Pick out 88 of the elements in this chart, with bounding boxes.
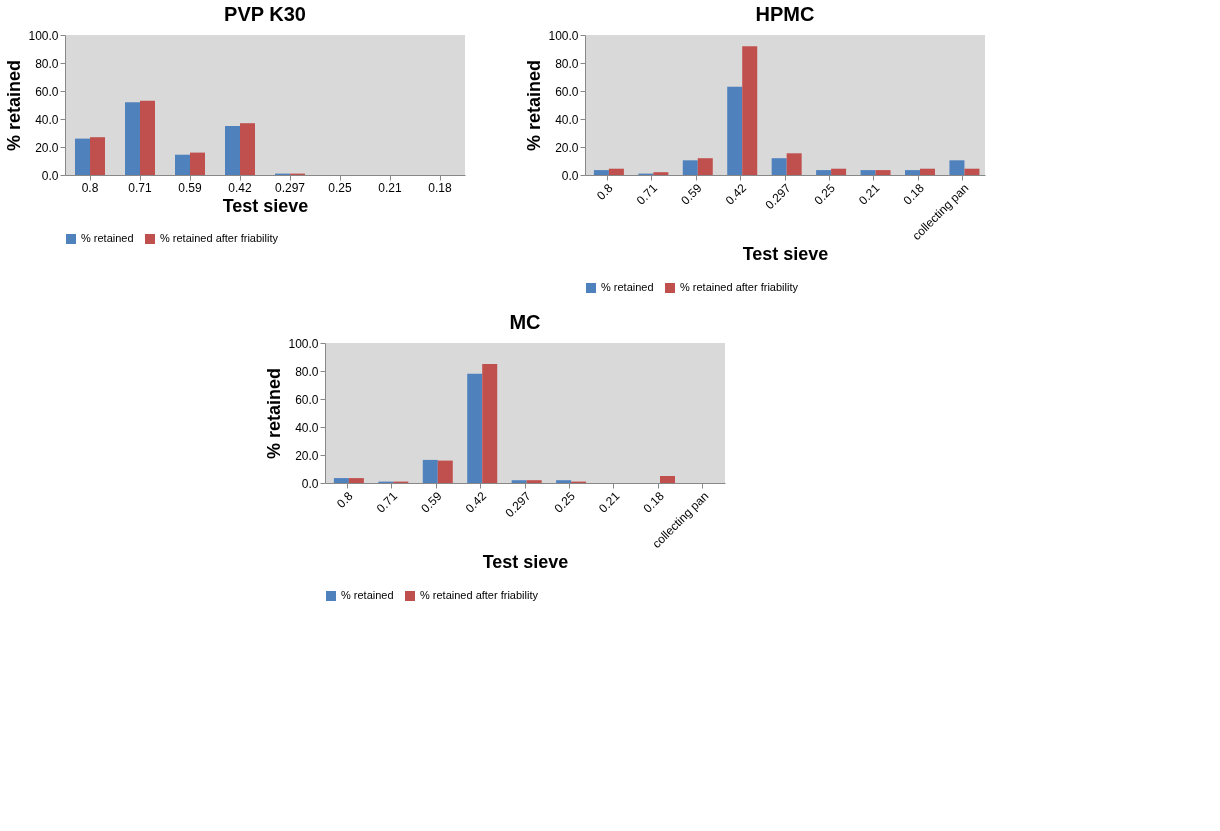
x-tick-label: 0.297 — [274, 180, 306, 195]
bar — [964, 168, 980, 175]
bar — [920, 168, 935, 175]
bar — [875, 170, 891, 175]
chart-title: MC — [509, 311, 541, 333]
bar — [697, 158, 713, 175]
bar — [422, 459, 438, 483]
chart-title: HPMC — [755, 3, 815, 25]
y-tick-label: 40.0 — [555, 112, 579, 127]
x-tick-label: 0.21 — [595, 488, 623, 516]
bar — [556, 480, 572, 483]
bar — [816, 170, 832, 175]
bar — [140, 100, 155, 175]
x-axis-title: Test sieve — [482, 552, 569, 573]
legend-label: % retained after friability — [420, 589, 539, 601]
x-tick-label: 0.71 — [633, 180, 661, 208]
bar — [348, 478, 364, 483]
x-tick-label: 0.18 — [428, 180, 452, 195]
y-tick-label: 20.0 — [295, 448, 319, 463]
bar — [727, 86, 743, 175]
bar — [225, 126, 240, 175]
y-tick-label: 60.0 — [555, 84, 579, 99]
bar — [125, 102, 140, 175]
bar — [786, 153, 802, 175]
y-axis-title: % retained — [264, 367, 285, 460]
y-tick-label: 80.0 — [555, 56, 579, 71]
bar — [90, 137, 105, 175]
y-tick-label: 0.0 — [561, 168, 579, 183]
y-tick-label: 0.0 — [301, 476, 319, 491]
x-tick-label: 0.42 — [462, 488, 490, 516]
x-tick-label: 0.25 — [551, 488, 579, 516]
bar — [190, 152, 205, 175]
bar — [75, 138, 90, 175]
x-tick-label: 0.42 — [722, 180, 750, 208]
x-tick-label: 0.25 — [328, 180, 352, 195]
bar — [333, 478, 349, 483]
y-axis-title: % retained — [524, 59, 545, 152]
x-tick-label: 0.21 — [855, 180, 883, 208]
y-tick-label: 60.0 — [35, 84, 59, 99]
chart-title: PVP K30 — [224, 3, 306, 25]
bar — [949, 160, 965, 175]
y-tick-label: 100.0 — [548, 28, 579, 43]
bar — [467, 373, 483, 483]
x-tick-label: 0.59 — [178, 180, 202, 195]
x-tick-label: 0.8 — [594, 180, 616, 203]
bar — [437, 460, 453, 483]
x-axis-title: Test sieve — [222, 195, 309, 216]
y-tick-label: 100.0 — [28, 28, 59, 43]
x-tick-label: 0.59 — [678, 180, 705, 208]
bar — [905, 170, 920, 175]
bar — [608, 168, 624, 175]
y-tick-label: 100.0 — [288, 336, 319, 351]
bar — [831, 168, 847, 175]
bar — [175, 154, 190, 175]
bar — [653, 172, 669, 175]
bar — [511, 480, 527, 483]
x-axis-title: Test sieve — [742, 244, 829, 265]
bar — [593, 170, 609, 175]
x-tick-label: 0.71 — [373, 488, 401, 516]
y-tick-label: 60.0 — [295, 392, 319, 407]
y-tick-label: 80.0 — [295, 364, 319, 379]
bar — [240, 123, 255, 175]
legend-label: % retained after friability — [160, 232, 279, 244]
y-tick-label: 20.0 — [35, 140, 59, 155]
y-axis-title: % retained — [4, 59, 25, 152]
bar — [660, 476, 675, 483]
x-tick-label: 0.21 — [378, 180, 402, 195]
y-tick-label: 80.0 — [35, 56, 59, 71]
x-tick-label: 0.42 — [228, 180, 252, 195]
legend-label: % retained after friability — [680, 281, 799, 293]
x-tick-label: 0.25 — [811, 180, 839, 208]
bar — [771, 158, 787, 175]
x-tick-label: 0.8 — [81, 180, 99, 195]
legend-label: % retained — [601, 281, 654, 293]
bar — [526, 480, 542, 483]
legend-label: % retained — [341, 589, 394, 601]
bar — [742, 46, 758, 175]
y-tick-label: 40.0 — [295, 420, 319, 435]
x-tick-label: 0.59 — [418, 488, 445, 516]
bar — [482, 364, 498, 483]
x-tick-label: 0.71 — [128, 180, 152, 195]
x-tick-label: 0.8 — [334, 488, 356, 511]
bar — [860, 170, 876, 175]
y-tick-label: 20.0 — [555, 140, 579, 155]
y-tick-label: 0.0 — [41, 168, 59, 183]
legend-label: % retained — [81, 232, 134, 244]
bar — [682, 160, 698, 175]
y-tick-label: 40.0 — [35, 112, 59, 127]
